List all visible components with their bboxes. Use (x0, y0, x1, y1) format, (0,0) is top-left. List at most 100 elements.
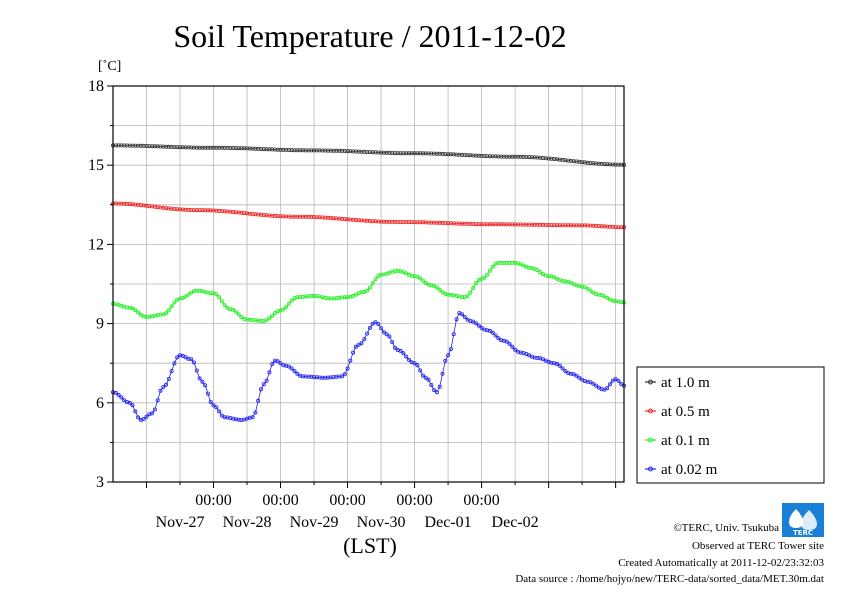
data-point (164, 144, 169, 149)
data-point (379, 326, 384, 331)
data-point (136, 415, 141, 420)
data-point (197, 376, 202, 381)
data-point (619, 225, 624, 230)
data-point (264, 378, 269, 383)
data-point (342, 372, 347, 377)
x-time-label: 00:00 (195, 492, 231, 509)
data-point (473, 222, 478, 227)
data-point (200, 145, 205, 150)
data-point (429, 382, 434, 387)
data-point (365, 288, 370, 293)
data-point (155, 398, 160, 403)
data-point (231, 307, 236, 312)
y-tick-label: 6 (96, 395, 104, 412)
data-point (504, 154, 509, 159)
data-point (353, 344, 358, 349)
legend: at 1.0 m at 0.5 m at 0.1 m at 0.02 m (636, 366, 825, 484)
data-point (549, 223, 554, 228)
data-point (538, 222, 543, 227)
data-point (219, 413, 224, 418)
data-point (214, 292, 219, 297)
data-point (183, 294, 188, 299)
data-point (459, 221, 464, 226)
data-point (499, 154, 504, 159)
data-point (345, 295, 350, 300)
data-point (588, 288, 593, 293)
data-point (152, 407, 157, 412)
data-point (529, 266, 534, 271)
data-point (401, 351, 406, 356)
data-point (487, 222, 492, 227)
data-point (278, 361, 283, 366)
data-point (384, 219, 389, 224)
data-point (485, 222, 490, 227)
data-point (507, 260, 512, 265)
data-point (345, 217, 350, 222)
data-point (555, 361, 560, 366)
data-point (404, 151, 409, 156)
data-point (339, 374, 344, 379)
data-point (219, 299, 224, 304)
data-point (574, 373, 579, 378)
data-point (504, 222, 509, 227)
y-tick-label: 18 (88, 78, 104, 95)
data-point (605, 386, 610, 391)
series-4 (111, 310, 627, 422)
data-point (507, 341, 512, 346)
data-point (448, 347, 453, 352)
data-point (473, 281, 478, 286)
data-point (462, 314, 467, 319)
x-time-label: 00:00 (329, 492, 365, 509)
data-point (186, 292, 191, 297)
data-point (479, 222, 484, 227)
x-axis-label: (LST) (343, 533, 397, 558)
data-point (236, 312, 241, 317)
data-point (420, 220, 425, 225)
data-point (560, 366, 565, 371)
legend-marker (648, 379, 653, 385)
series-3 (111, 260, 627, 323)
series-1 (111, 143, 627, 167)
data-point (236, 146, 241, 151)
data-point (166, 308, 171, 313)
data-point (493, 222, 498, 227)
data-point (183, 145, 188, 150)
grid-lines (113, 86, 624, 482)
data-point (585, 286, 590, 291)
x-date-label: Nov-29 (290, 514, 339, 531)
data-point (571, 223, 576, 228)
y-tick-label: 15 (88, 157, 104, 174)
data-point (557, 363, 562, 368)
data-point (303, 148, 308, 153)
data-point (286, 364, 291, 369)
data-point (507, 154, 512, 159)
terc-logo: TERC (782, 503, 824, 537)
data-point (130, 306, 135, 311)
data-point (485, 272, 490, 277)
data-point (295, 371, 300, 376)
data-point (127, 143, 132, 148)
data-point (459, 312, 464, 317)
data-point (172, 300, 177, 305)
y-tick-label: 9 (96, 316, 104, 333)
data-point (284, 305, 289, 310)
data-point (535, 268, 540, 273)
data-point (138, 312, 143, 317)
data-point (272, 213, 277, 218)
data-point (616, 225, 621, 230)
legend-marker (648, 437, 653, 443)
data-point (577, 223, 582, 228)
data-point (211, 403, 216, 408)
data-point (434, 285, 439, 290)
data-point (189, 357, 194, 362)
data-point (127, 202, 132, 207)
data-point (166, 376, 171, 381)
x-date-label: Nov-27 (156, 514, 205, 531)
data-point (376, 321, 381, 326)
data-point (236, 417, 241, 422)
data-point (133, 409, 138, 414)
y-tick-label: 12 (88, 236, 104, 253)
data-point (619, 162, 624, 167)
data-point (169, 369, 174, 374)
data-point (289, 366, 294, 371)
